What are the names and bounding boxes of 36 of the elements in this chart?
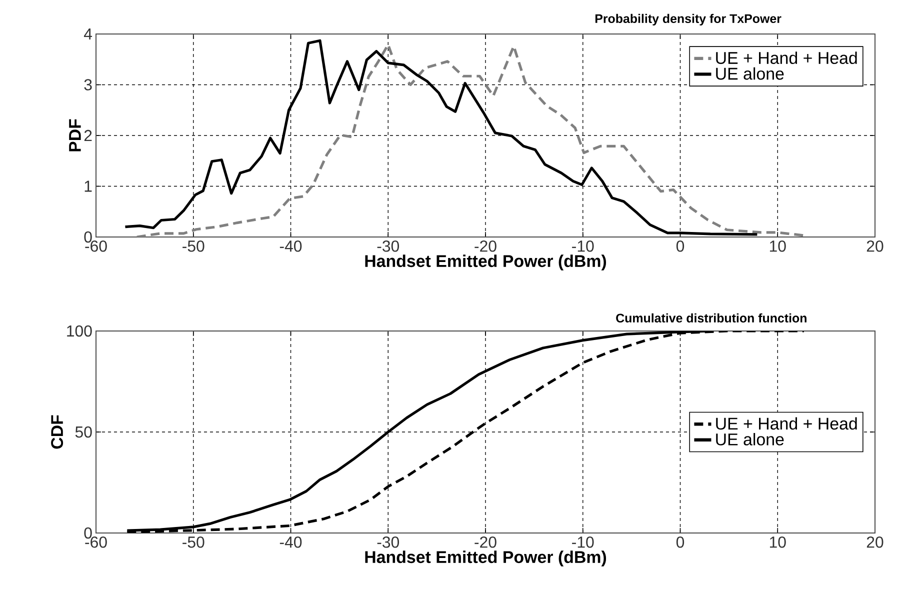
x-tick-label: 10	[770, 536, 786, 548]
legend-label: UE alone	[716, 433, 784, 446]
x-tick-label: -60	[85, 536, 107, 548]
x-tick-label: -10	[572, 536, 594, 548]
x-tick-label: -60	[85, 240, 107, 252]
x-tick-label: -50	[182, 536, 204, 548]
x-tick-label: -10	[572, 240, 594, 252]
legend-label: UE + Hand + Head	[716, 52, 857, 64]
x-tick-label: -20	[474, 240, 496, 252]
x-tick-label: 20	[866, 240, 884, 252]
chart-title: Cumulative distribution function	[616, 313, 806, 323]
x-tick-label: -20	[474, 536, 496, 548]
y-tick-label: 0	[84, 231, 92, 243]
y-tick-label: 0	[84, 527, 92, 539]
x-tick-label: 10	[770, 240, 786, 252]
legend-label: UE + Hand + Head	[716, 417, 857, 430]
x-axis-title: Handset Emitted Power (dBm)	[365, 550, 606, 566]
legend-label: UE alone	[716, 67, 784, 80]
y-axis-title: CDF	[51, 415, 64, 449]
chart-title: Probability density for TxPower	[595, 14, 782, 26]
x-tick-label: -30	[377, 240, 400, 252]
y-tick-label: 100	[67, 325, 92, 337]
y-tick-label: 4	[84, 28, 92, 40]
y-tick-label: 50	[75, 426, 92, 438]
y-tick-label: 2	[84, 130, 92, 142]
x-tick-label: -40	[280, 536, 302, 548]
y-axis-title: PDF	[69, 119, 81, 152]
x-tick-label: 0	[676, 240, 684, 252]
x-axis-title: Handset Emitted Power (dBm)	[365, 254, 606, 270]
x-tick-label: -30	[377, 536, 400, 548]
x-tick-label: 0	[676, 536, 684, 548]
x-tick-label: 20	[866, 536, 884, 548]
y-tick-label: 1	[84, 180, 92, 192]
x-tick-label: -40	[280, 240, 302, 252]
x-tick-label: -50	[182, 240, 204, 252]
y-tick-label: 3	[84, 79, 92, 90]
